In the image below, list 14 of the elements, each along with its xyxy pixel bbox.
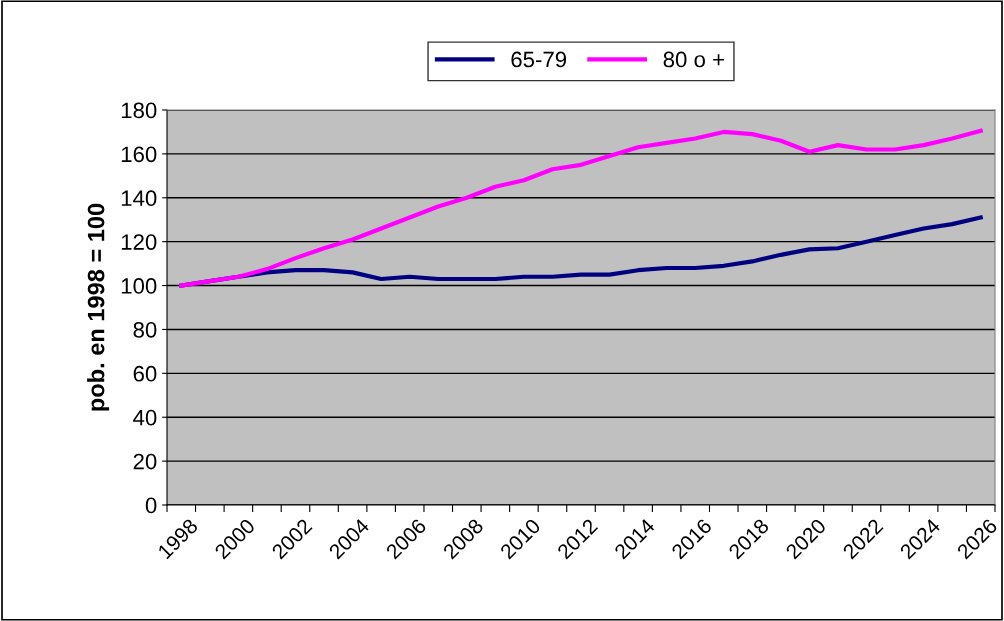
y-tick-label: 120: [121, 234, 157, 250]
legend-label: 65-79: [511, 51, 567, 68]
y-tick-label: 60: [133, 365, 157, 382]
y-tick-label: 100: [121, 278, 157, 294]
y-axis-title: pob. en 1998 = 100: [87, 203, 110, 411]
y-tick-label: 180: [121, 102, 157, 119]
y-tick-label: 140: [121, 190, 157, 207]
line-series: [179, 128, 983, 288]
y-tick-label: 160: [121, 146, 157, 163]
y-tick-label: 80: [133, 321, 157, 338]
y-tick-label: 40: [133, 409, 157, 426]
legend-label: 80 o +: [663, 51, 724, 68]
y-tick-label: 0: [145, 497, 157, 514]
y-tick-label: 20: [133, 453, 157, 470]
